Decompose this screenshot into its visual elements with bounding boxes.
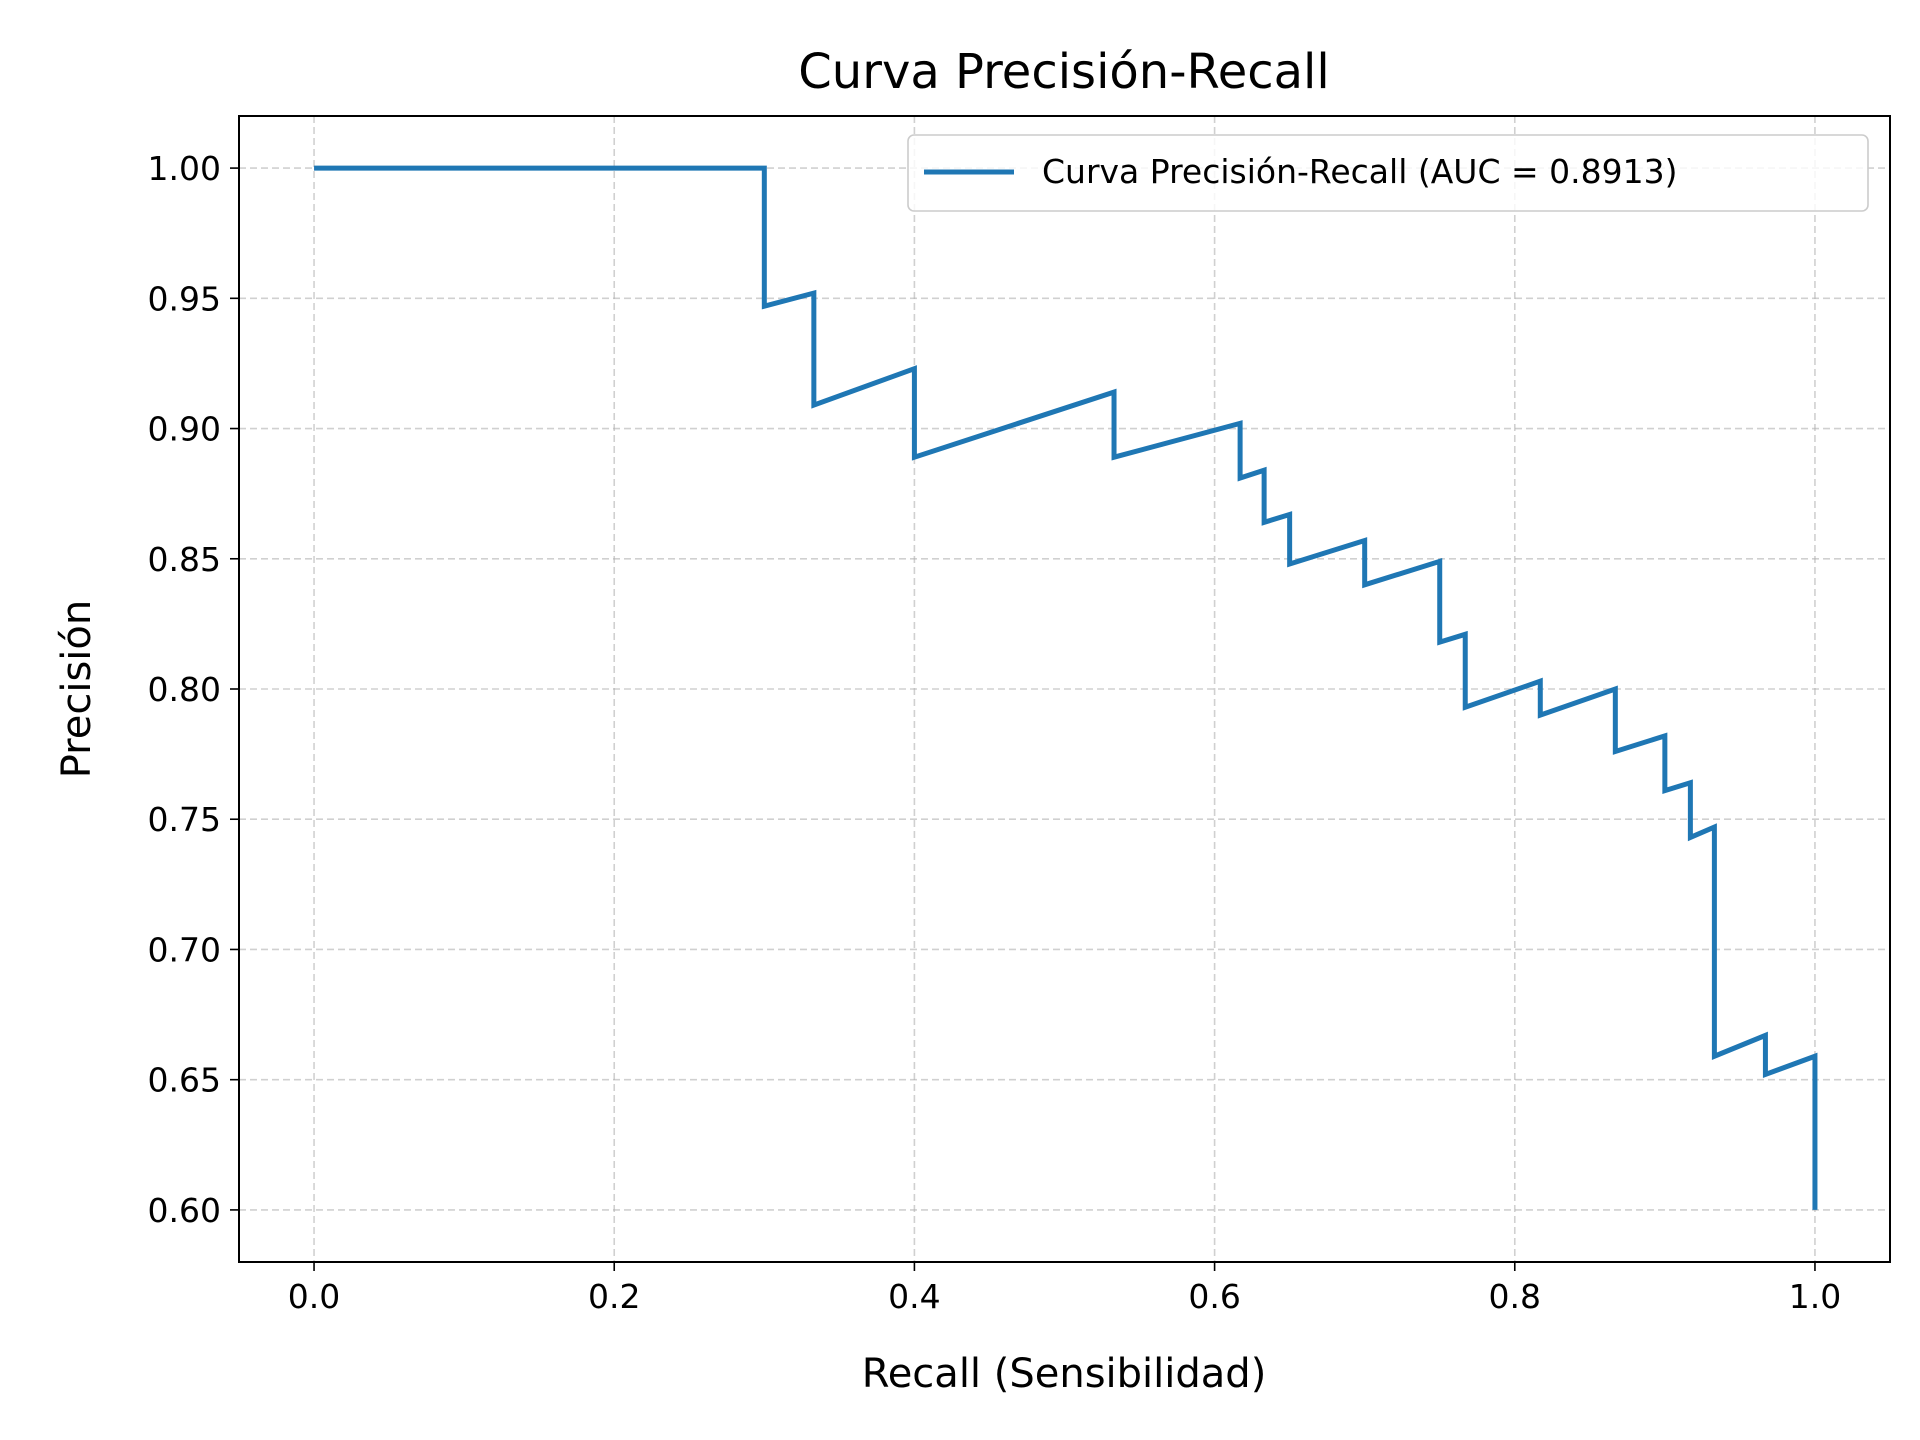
y-tick-label: 0.95 xyxy=(148,279,221,318)
x-tick-label: 0.8 xyxy=(1489,1277,1541,1316)
y-tick-label: 0.65 xyxy=(148,1061,221,1100)
legend: Curva Precisión-Recall (AUC = 0.8913) xyxy=(907,134,1869,212)
x-tick-label: 0.0 xyxy=(288,1277,340,1316)
y-tick-label: 0.60 xyxy=(148,1191,221,1230)
x-axis: 0.0 0.2 0.4 0.6 0.8 1.0 xyxy=(288,1262,1841,1316)
y-tick-label: 1.00 xyxy=(148,149,221,188)
y-tick-label: 0.75 xyxy=(148,800,221,839)
legend-box xyxy=(907,134,1869,212)
y-tick-label: 0.80 xyxy=(148,670,221,709)
legend-entry: Curva Precisión-Recall (AUC = 0.8913) xyxy=(1042,152,1677,191)
chart-title: Curva Precisión-Recall xyxy=(798,44,1329,100)
x-tick-label: 0.6 xyxy=(1188,1277,1240,1316)
y-tick-label: 0.90 xyxy=(148,410,221,449)
y-tick-label: 0.70 xyxy=(148,930,221,969)
x-tick-label: 0.2 xyxy=(588,1277,640,1316)
y-tick-label: 0.85 xyxy=(148,540,221,579)
x-tick-label: 1.0 xyxy=(1789,1277,1841,1316)
x-axis-title: Recall (Sensibilidad) xyxy=(862,1351,1267,1397)
series-line xyxy=(314,165,1818,1210)
x-tick-label: 0.4 xyxy=(888,1277,940,1316)
y-axis: 0.60 0.65 0.70 0.75 0.80 0.85 0.90 0.95 1.00 xyxy=(148,149,239,1230)
y-axis-title: Precisión xyxy=(54,600,100,778)
series-layer xyxy=(314,165,1818,1210)
grid xyxy=(239,116,1890,1262)
